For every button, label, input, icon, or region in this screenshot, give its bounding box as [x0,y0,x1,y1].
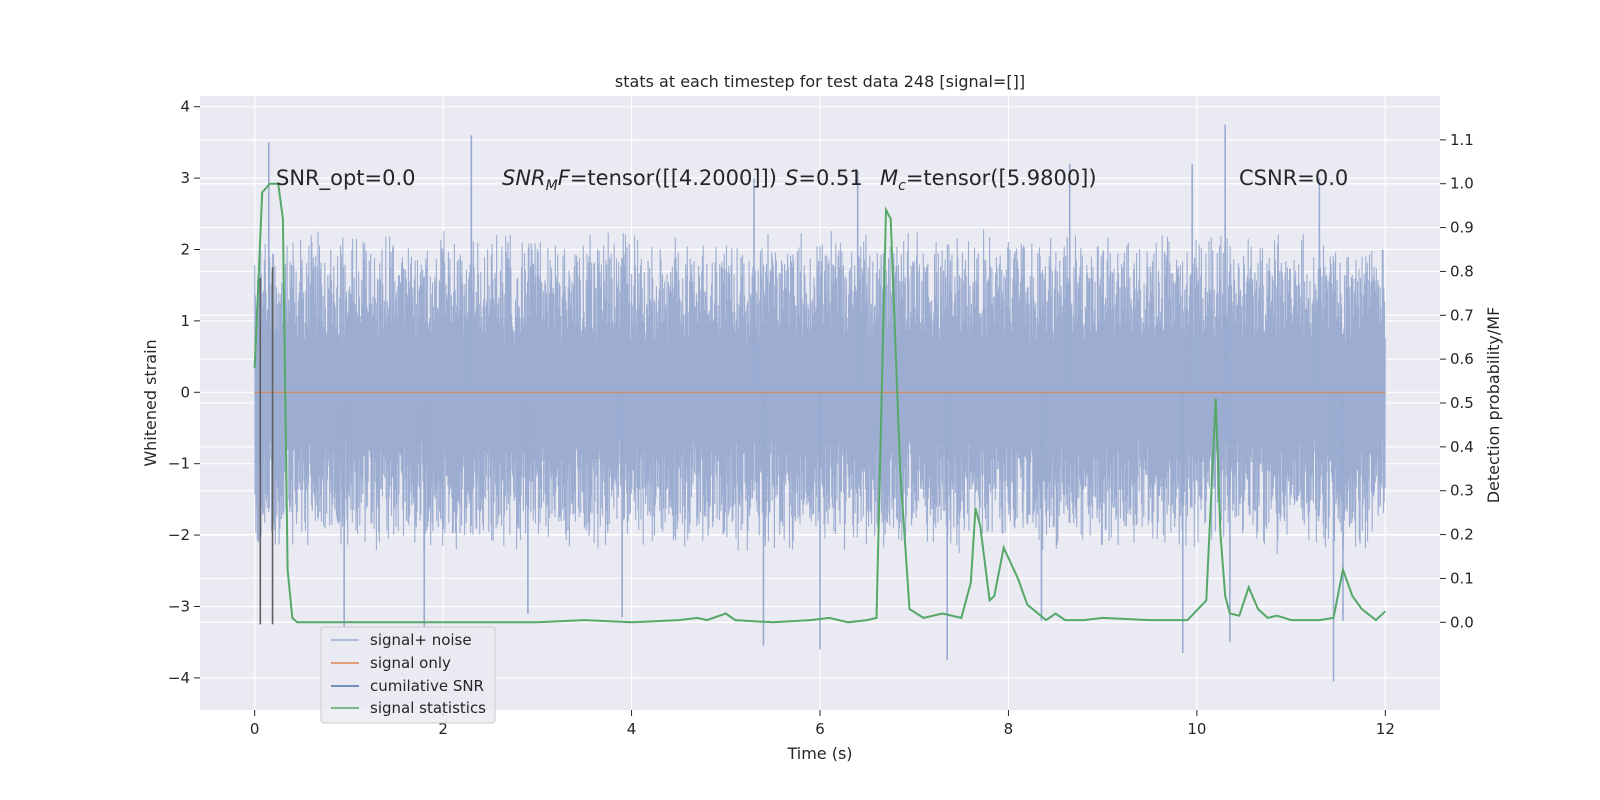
x-axis-label: Time (s) [786,744,852,763]
y-right-tick-label: 0.1 [1450,569,1474,587]
snr-mf-value: =tensor([[4.2000]]) [570,166,777,190]
y-right-tick-label: 0.6 [1450,350,1474,368]
x-tick-label: 0 [250,720,260,738]
legend-label-signal-only: signal only [370,654,451,672]
legend-label-noise: signal+ noise [370,631,472,649]
s-variable: S [785,166,798,190]
chart-title: stats at each timestep for test data 248… [615,72,1025,91]
snr-mf-subscript: M [546,178,558,194]
legend-label-cumulative-snr: cumilative SNR [370,677,484,695]
y-right-tick-label: 1.1 [1450,131,1474,149]
y-right-tick-label: 0.8 [1450,262,1474,280]
x-tick-label: 8 [1004,720,1014,738]
y-tick-label: 0 [180,383,190,401]
y-tick-label: 4 [180,98,190,116]
y-right-tick-label: 0.5 [1450,394,1474,412]
legend: signal+ noise signal only cumilative SNR… [320,626,496,724]
annotation-csnr: CSNR=0.0 [1239,166,1348,190]
y-tick-label: −4 [168,669,190,687]
y-tick-label: −2 [168,526,190,544]
legend-box [320,626,496,724]
annotation-s: S=0.51 [785,166,863,190]
y-right-tick-label: 0.4 [1450,438,1474,456]
ticks: 0 2 4 6 8 10 12−4−3−2−1012340.00.10.20.30.40.5… [168,98,1474,738]
y-tick-label: −1 [168,455,190,473]
y-right-tick-label: 0.9 [1450,219,1474,237]
x-tick-label: 6 [815,720,825,738]
legend-label-signal-statistics: signal statistics [370,699,486,717]
y-tick-label: 2 [180,241,190,259]
annotation-mc: Mc=tensor([5.9800]) [880,166,1097,194]
x-tick-label: 12 [1376,720,1395,738]
s-value: =0.51 [798,166,862,190]
x-tick-label: 10 [1187,720,1206,738]
mc-subscript: c [898,178,906,194]
mc-value: =tensor([5.9800]) [906,166,1097,190]
snr-mf-variable-2: F [558,166,571,190]
y-tick-label: 1 [180,312,190,330]
y-right-tick-label: 0.0 [1450,613,1474,631]
y-right-tick-label: 0.3 [1450,482,1474,500]
noise-trace [254,229,1386,555]
y-tick-label: −3 [168,597,190,615]
y-right-tick-label: 0.7 [1450,306,1474,324]
x-tick-label: 4 [627,720,637,738]
y-tick-label: 3 [180,169,190,187]
annotation-snr-opt: SNR_opt=0.0 [276,166,416,191]
mc-variable: M [880,166,898,190]
annotation-snr-mf: SNRMF=tensor([[4.2000]]) [502,166,777,194]
snr-mf-variable: SNR [502,166,546,190]
y-right-tick-label: 0.2 [1450,526,1474,544]
x-tick-label: 2 [438,720,448,738]
y-right-tick-label: 1.0 [1450,175,1474,193]
signal-statistics-line [253,182,1386,624]
y-axis-right-label: Detection probability/MF [1484,307,1503,504]
series-layer [253,124,1386,682]
y-axis-label: Whitened strain [141,339,160,466]
